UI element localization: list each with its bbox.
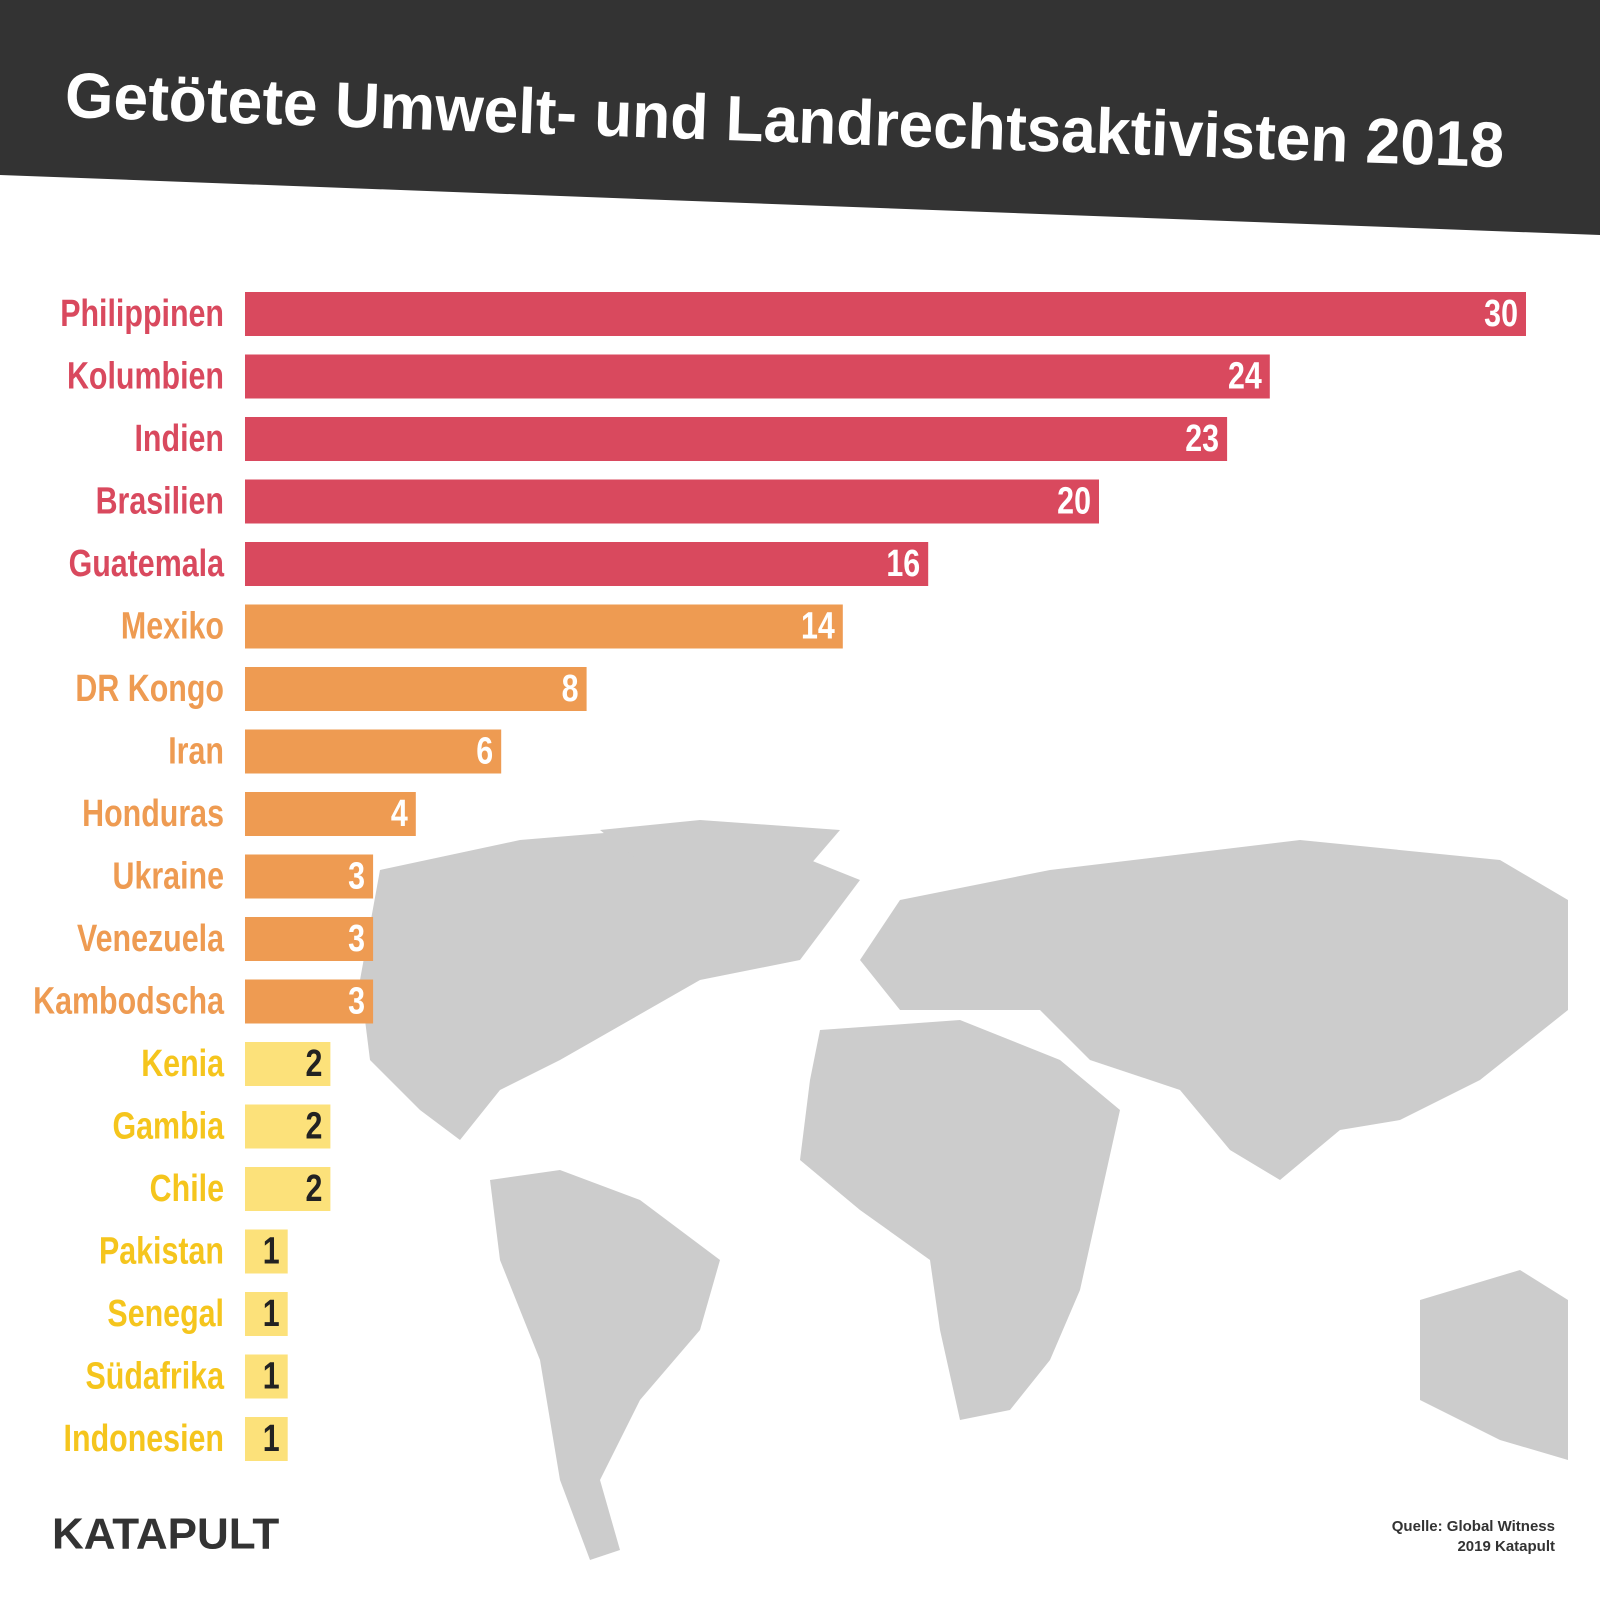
value-label: 8 bbox=[562, 668, 579, 710]
bar bbox=[245, 729, 502, 774]
category-label: Senegal bbox=[107, 1293, 224, 1335]
source: Quelle: Global Witness bbox=[1392, 1518, 1555, 1535]
category-label: DR Kongo bbox=[75, 668, 224, 710]
value-label: 20 bbox=[1057, 480, 1091, 522]
category-label: Ukraine bbox=[112, 855, 224, 897]
value-label: 14 bbox=[801, 605, 835, 647]
bar bbox=[245, 1167, 331, 1211]
bar bbox=[245, 292, 1526, 336]
value-label: 4 bbox=[391, 793, 408, 835]
bar bbox=[245, 917, 374, 961]
category-label: Guatemala bbox=[69, 543, 225, 585]
bar bbox=[245, 667, 587, 711]
category-label: Mexiko bbox=[121, 605, 224, 647]
bar bbox=[245, 542, 929, 586]
value-label: 24 bbox=[1228, 355, 1262, 397]
value-label: 30 bbox=[1484, 293, 1518, 335]
bar bbox=[245, 479, 1099, 524]
bar bbox=[245, 854, 374, 899]
value-label: 2 bbox=[305, 1105, 322, 1147]
bar bbox=[245, 1104, 331, 1149]
category-label: Kambodscha bbox=[33, 980, 225, 1022]
bar bbox=[245, 417, 1228, 461]
category-label: Gambia bbox=[113, 1105, 225, 1147]
value-label: 16 bbox=[886, 543, 920, 585]
bar bbox=[245, 1354, 288, 1399]
bar bbox=[245, 604, 843, 649]
bar bbox=[245, 1042, 331, 1086]
value-label: 3 bbox=[348, 918, 365, 960]
bar bbox=[245, 979, 374, 1024]
category-label: Kenia bbox=[141, 1043, 225, 1085]
category-label: Indien bbox=[134, 418, 224, 460]
value-label: 1 bbox=[263, 1230, 280, 1272]
value-label: 1 bbox=[263, 1418, 280, 1460]
category-label: Indonesien bbox=[64, 1418, 224, 1460]
category-label: Chile bbox=[150, 1168, 224, 1210]
value-label: 6 bbox=[476, 730, 493, 772]
category-label: Venezuela bbox=[77, 918, 225, 960]
category-label: Philippinen bbox=[60, 293, 224, 335]
value-label: 1 bbox=[263, 1293, 280, 1335]
category-label: Iran bbox=[168, 730, 224, 772]
value-label: 1 bbox=[263, 1355, 280, 1397]
category-label: Südafrika bbox=[85, 1355, 224, 1397]
bar bbox=[245, 1417, 288, 1461]
title-band bbox=[0, 0, 1600, 235]
bar bbox=[245, 1292, 288, 1336]
logo: KATAPULT bbox=[52, 1510, 279, 1559]
bar bbox=[245, 354, 1270, 399]
credit: 2019 Katapult bbox=[1457, 1538, 1555, 1555]
category-label: Brasilien bbox=[96, 480, 224, 522]
value-label: 3 bbox=[348, 855, 365, 897]
value-label: 2 bbox=[305, 1168, 322, 1210]
bar bbox=[245, 792, 416, 836]
world-map bbox=[360, 820, 1568, 1560]
category-label: Pakistan bbox=[99, 1230, 224, 1272]
value-label: 3 bbox=[348, 980, 365, 1022]
category-label: Honduras bbox=[82, 793, 224, 835]
bar bbox=[245, 1229, 288, 1274]
value-label: 2 bbox=[305, 1043, 322, 1085]
category-label: Kolumbien bbox=[67, 355, 224, 397]
value-label: 23 bbox=[1185, 418, 1219, 460]
